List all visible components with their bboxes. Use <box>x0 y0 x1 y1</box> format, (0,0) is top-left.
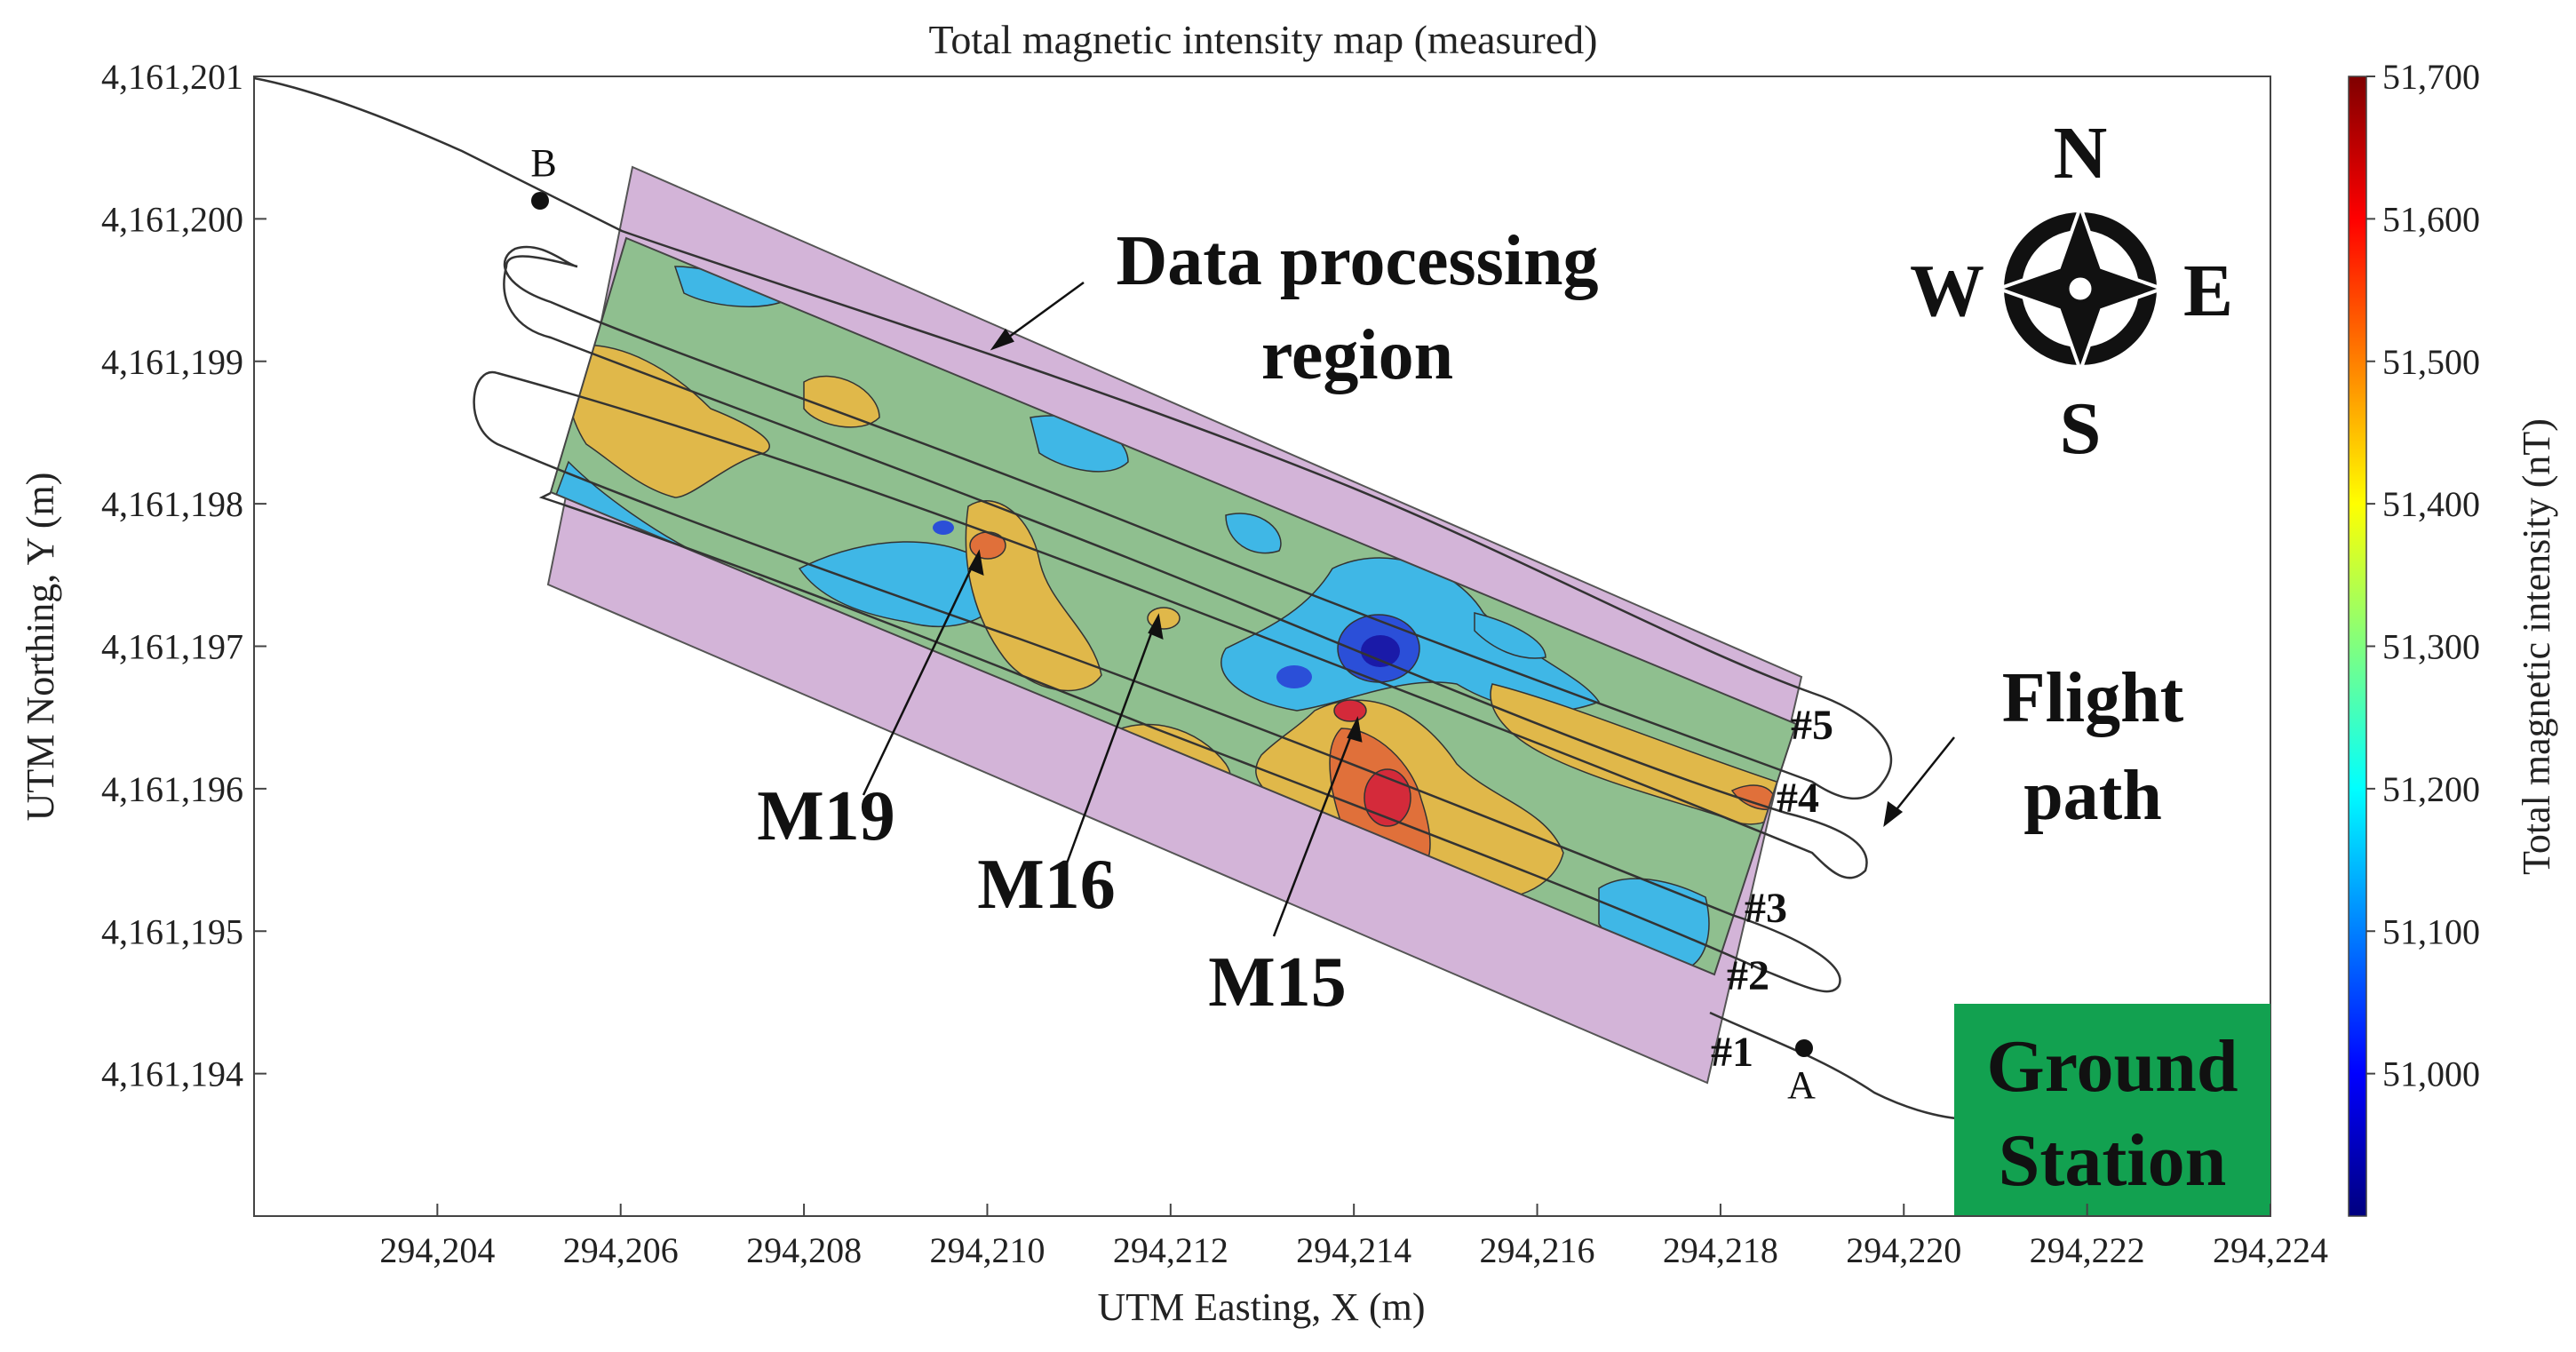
annotation-arrows <box>862 281 1955 937</box>
point-b-marker <box>531 192 549 210</box>
point-a-marker <box>1795 1039 1813 1057</box>
compass-east: E <box>2183 250 2233 332</box>
processing-region-label-2: region <box>1261 316 1453 394</box>
point-b-label: B <box>530 141 556 185</box>
magnetic-field-contours <box>551 238 1796 974</box>
y-tick-label: 4,161,195 <box>101 911 243 951</box>
flight-line-label-2: #2 <box>1727 952 1769 999</box>
flight-line-label-4: #4 <box>1777 775 1819 822</box>
x-tick-label: 294,214 <box>1296 1230 1411 1270</box>
y-tick-label: 4,161,201 <box>101 57 243 97</box>
chart-title: Total magnetic intensity map (measured) <box>929 17 1598 62</box>
colorbar-tick-label: 51,300 <box>2382 627 2480 667</box>
strong-high-anomaly <box>1333 699 1367 722</box>
ground-station-label-2: Station <box>1999 1119 2227 1202</box>
colorbar-tick-label: 51,700 <box>2382 57 2480 97</box>
x-tick-label: 294,210 <box>929 1230 1045 1270</box>
compass-north: N <box>2054 112 2108 195</box>
anomaly-label-m19: M19 <box>757 777 895 855</box>
y-tick-label: 4,161,198 <box>101 484 243 524</box>
x-tick-label: 294,224 <box>2213 1230 2328 1270</box>
x-tick-label: 294,206 <box>563 1230 679 1270</box>
strong-low-anomaly <box>1276 665 1312 688</box>
y-tick-label: 4,161,194 <box>101 1054 243 1094</box>
low-anomaly-region <box>1474 612 1546 659</box>
flight-line-label-3: #3 <box>1745 885 1787 932</box>
colorbar-tick-label: 51,200 <box>2382 769 2480 809</box>
colorbar-tick-label: 51,100 <box>2382 911 2480 951</box>
colorbar-title: Total magnetic intensity (nT) <box>2515 418 2558 875</box>
x-tick-label: 294,220 <box>1846 1230 1961 1270</box>
colorbar-tick-label: 51,500 <box>2382 342 2480 382</box>
strong-low-anomaly <box>933 521 954 535</box>
colorbar-tick-label: 51,000 <box>2382 1054 2480 1094</box>
flight-line-label-1: #1 <box>1711 1029 1753 1076</box>
compass-rose-icon <box>1992 201 2168 377</box>
ground-station-box <box>1954 1004 2270 1215</box>
colorbar <box>2348 76 2367 1217</box>
processing-region-label-1: Data processing <box>1117 222 1599 300</box>
x-tick-label: 294,222 <box>2030 1230 2145 1270</box>
x-tick-label: 294,208 <box>746 1230 862 1270</box>
flight-line-label-5: #5 <box>1791 702 1833 749</box>
high-anomaly-region <box>564 344 770 498</box>
high-anomaly-region <box>803 375 880 428</box>
y-tick-label: 4,161,196 <box>101 769 243 809</box>
point-a-label: A <box>1787 1063 1816 1107</box>
compass-west: W <box>1910 250 1984 332</box>
flight-path-line <box>253 76 1973 1121</box>
anomaly-label-m16: M16 <box>977 846 1116 924</box>
low-anomaly-region <box>1225 513 1282 554</box>
ground-station-label-1: Ground <box>1986 1025 2238 1108</box>
colorbar-tick-label: 51,600 <box>2382 199 2480 239</box>
y-tick-label: 4,161,199 <box>101 342 243 382</box>
x-tick-label: 294,212 <box>1113 1230 1228 1270</box>
colorbar-tick-label: 51,400 <box>2382 484 2480 524</box>
compass-south: S <box>2060 387 2102 470</box>
colorbar-ticks: 51,000 51,100 51,200 51,300 51,400 51,500 51,6… <box>2366 57 2480 1094</box>
y-tick-label: 4,161,200 <box>101 199 243 239</box>
x-tick-label: 294,204 <box>379 1230 495 1270</box>
y-axis: 4,161,194 4,161,195 4,161,196 4,161,197 4,16… <box>101 57 266 1094</box>
x-tick-label: 294,216 <box>1480 1230 1595 1270</box>
y-tick-label: 4,161,197 <box>101 627 243 667</box>
x-axis: 294,204 294,206 294,208 294,210 294,212 294,2… <box>379 1204 2328 1270</box>
anomaly-label-m15: M15 <box>1208 943 1347 1022</box>
y-axis-title: UTM Northing, Y (m) <box>19 473 62 822</box>
flight-path-label-1: Flight <box>2002 659 2184 737</box>
field-outline <box>549 236 1798 976</box>
flight-path-label-2: path <box>2023 757 2162 835</box>
x-axis-title: UTM Easting, X (m) <box>1097 1285 1425 1329</box>
x-tick-label: 294,218 <box>1663 1230 1778 1270</box>
strong-low-anomaly <box>1361 635 1400 667</box>
